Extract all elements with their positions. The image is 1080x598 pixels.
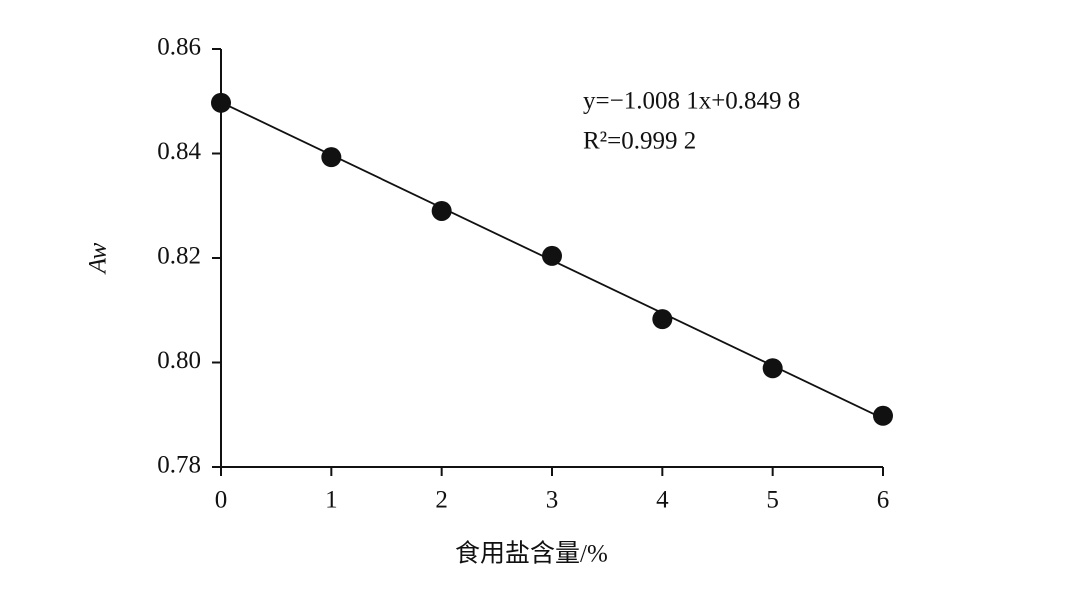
y-tick-label: 0.86 (157, 34, 201, 61)
y-tick-label: 0.78 (157, 452, 201, 479)
y-axis-label: Aw (85, 242, 112, 275)
x-tick-label: 0 (215, 487, 228, 514)
x-tick-label: 4 (656, 487, 669, 514)
x-tick-label: 1 (325, 487, 338, 514)
data-point (211, 92, 231, 113)
data-point (652, 309, 673, 330)
y-tick-label: 0.82 (157, 243, 201, 270)
data-point (321, 147, 342, 168)
data-point (542, 245, 562, 266)
data-point (873, 405, 893, 426)
y-tick-label: 0.84 (157, 138, 201, 165)
r-squared: R²=0.999 2 (583, 128, 696, 155)
x-tick-label: 3 (546, 487, 559, 514)
x-axis-label: 食用盐含量/% (455, 540, 608, 568)
data-point (762, 358, 783, 379)
equation: y=−1.008 1x+0.849 8 (583, 88, 800, 115)
x-tick-label: 2 (435, 487, 448, 514)
y-tick-label: 0.80 (157, 347, 201, 374)
x-tick-label: 5 (766, 487, 779, 514)
x-tick-label: 6 (877, 487, 890, 514)
data-point (431, 200, 452, 221)
